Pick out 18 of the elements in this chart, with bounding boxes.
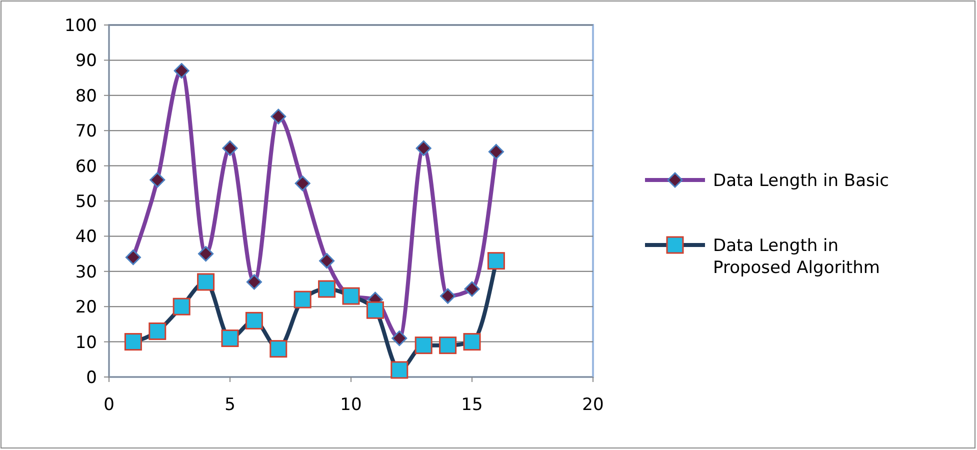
y-tick-label: 10 <box>75 332 97 353</box>
y-tick-label: 40 <box>75 227 97 248</box>
y-tick-label: 80 <box>75 86 97 106</box>
x-tick-label: 10 <box>340 395 362 415</box>
y-tick-label: 0 <box>86 368 97 388</box>
x-tick-label: 15 <box>461 395 483 415</box>
y-tick-label: 70 <box>75 122 97 142</box>
y-tick-label: 90 <box>75 51 97 72</box>
x-tick-label: 5 <box>224 395 236 415</box>
y-tick-label: 100 <box>64 16 97 36</box>
y-tick-label: 60 <box>75 156 97 177</box>
legend-label: Data Length in Proposed Algorithm <box>713 236 880 278</box>
x-tick-label: 20 <box>582 395 604 415</box>
legend-label: Data Length in Basic <box>713 170 889 191</box>
x-tick-label: 0 <box>104 395 114 415</box>
y-tick-label: 50 <box>75 192 97 212</box>
y-tick-label: 30 <box>75 262 97 282</box>
y-tick-label: 20 <box>75 298 97 318</box>
